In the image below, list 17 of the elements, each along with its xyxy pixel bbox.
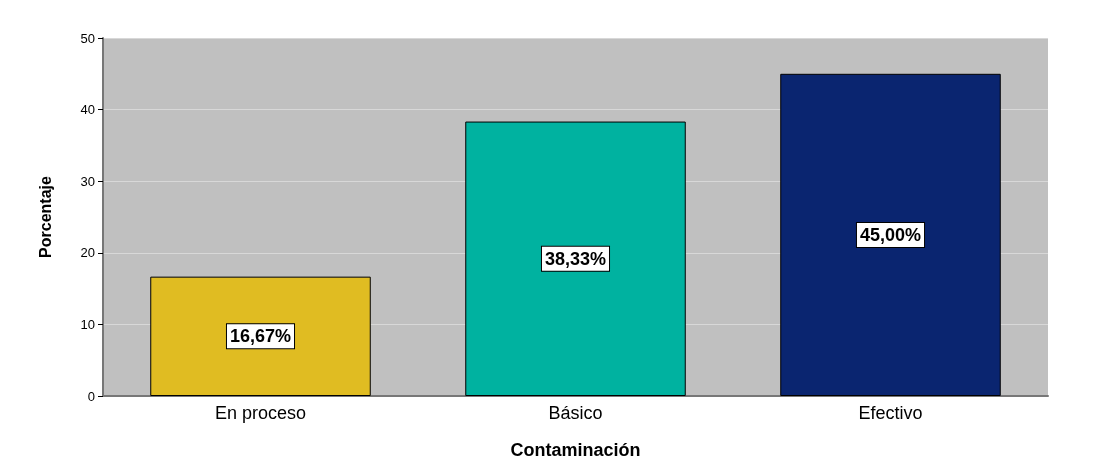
data-label: 45,00% [859, 224, 922, 245]
y-tick-label: 30 [80, 173, 95, 189]
y-tick-label: 50 [80, 30, 95, 46]
data-label: 16,67% [229, 326, 292, 347]
x-axis-title: Contaminación [510, 440, 641, 460]
bar [150, 276, 371, 396]
bar [465, 121, 686, 396]
y-tick-label: 10 [80, 316, 95, 332]
x-tick-label: En proceso [214, 403, 307, 423]
data-label: 38,33% [544, 248, 607, 269]
x-tick-label: Básico [548, 403, 603, 423]
y-tick-label: 0 [87, 388, 95, 404]
y-axis-title: Porcentaje [36, 175, 54, 258]
x-tick-label: Efectivo [858, 403, 923, 423]
bar [780, 73, 1001, 396]
y-tick-label: 20 [80, 245, 95, 261]
y-tick-label: 40 [80, 102, 95, 118]
